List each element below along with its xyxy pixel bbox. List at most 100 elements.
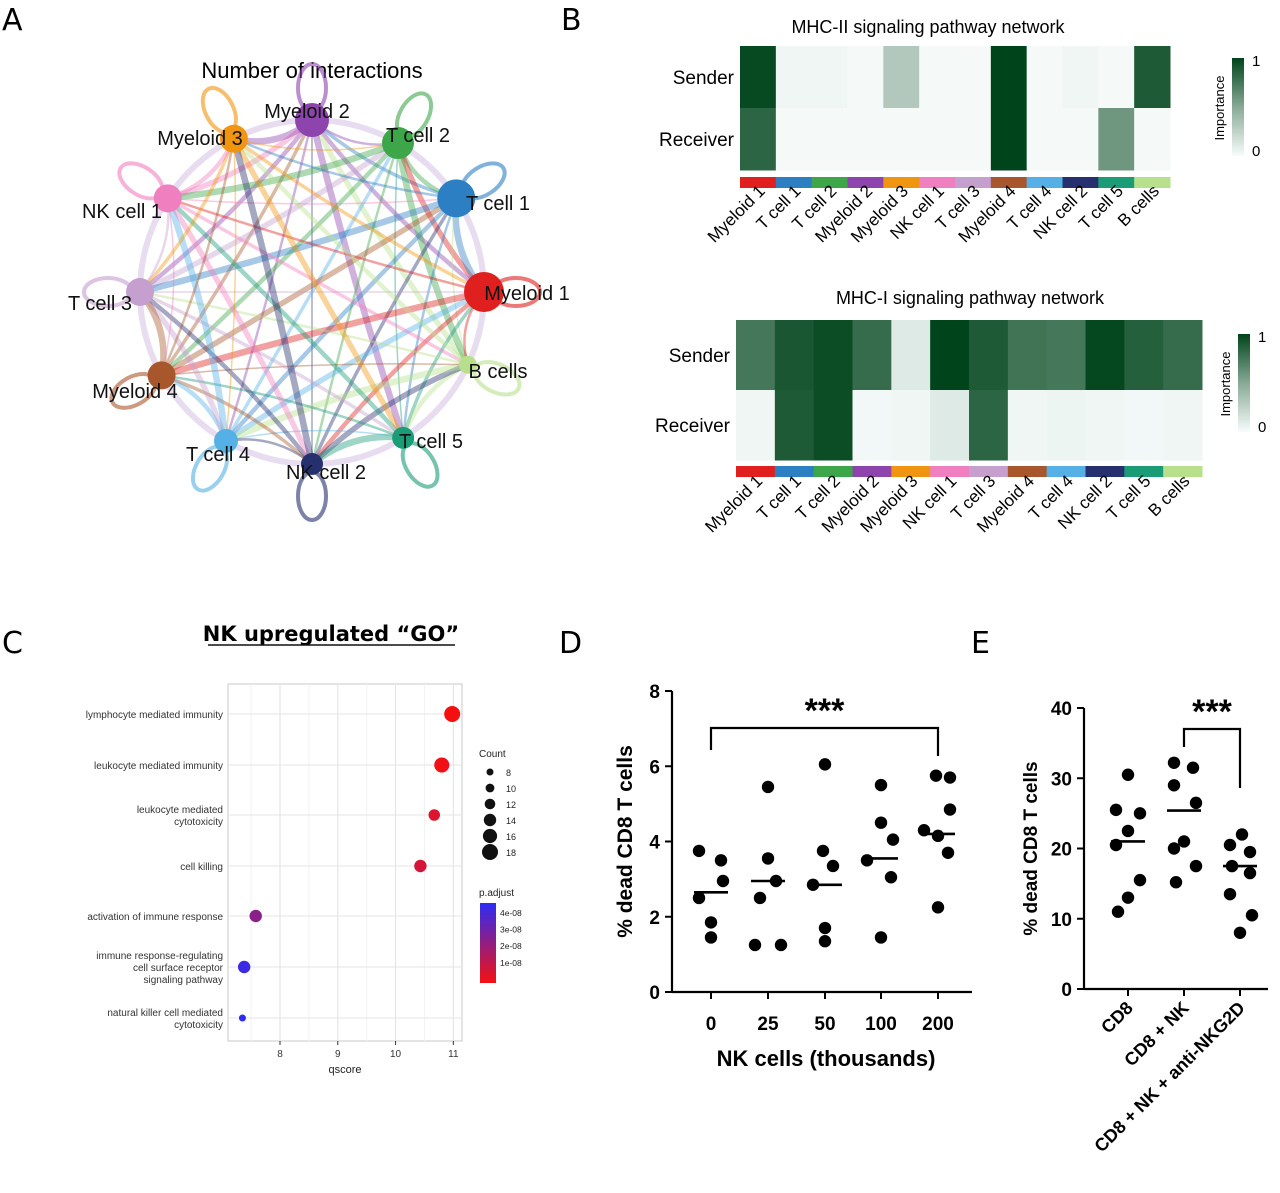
network-node	[301, 453, 323, 475]
network-node-label: T cell 4	[186, 444, 250, 466]
network-nodes: Myeloid 2 T cell 2 T cell 1 Myeloid 1 B cell…	[68, 62, 570, 522]
network-edge	[308, 119, 407, 439]
network-edge	[224, 361, 469, 444]
panel-a-network: Number of interactions Myeloid 2 T cell 2…	[68, 58, 570, 522]
heatmap-cell	[774, 320, 815, 391]
x-tick-label: 200	[922, 1014, 954, 1035]
size-legend-dot	[482, 828, 498, 844]
network-edge	[161, 374, 404, 440]
heatmap-cell	[1085, 320, 1125, 391]
network-edge	[138, 118, 314, 294]
network-edge	[160, 141, 400, 378]
heatmap-legend-min: 0	[1258, 419, 1266, 436]
heatmap-column-color	[775, 177, 813, 188]
network-edge	[164, 197, 230, 442]
network-node	[392, 426, 415, 449]
term-dot	[237, 960, 251, 974]
heatmap-cell	[1046, 320, 1086, 391]
network-edge	[166, 196, 405, 440]
x-tick-label: 10	[390, 1049, 402, 1060]
network-edge	[224, 289, 486, 444]
size-legend-label: 12	[506, 800, 516, 810]
heatmap-legend-bar	[1232, 58, 1244, 156]
heatmap-cell	[852, 390, 892, 461]
data-point	[943, 771, 957, 784]
heatmap-cell	[852, 320, 892, 391]
heatmap-cell	[736, 320, 776, 391]
heatmap-cell	[813, 320, 853, 391]
heatmap-column-color	[930, 466, 970, 477]
size-legend-dot	[482, 844, 498, 860]
network-edge	[401, 290, 486, 439]
data-point	[1186, 761, 1200, 774]
data-point	[874, 931, 888, 944]
dotplot-frame	[227, 683, 463, 1042]
heatmap-cell	[1085, 390, 1125, 461]
heatmap-column-color	[1026, 177, 1063, 188]
heatmap-cell	[883, 46, 920, 109]
network-node-label: NK cell 2	[286, 462, 366, 484]
panel-d-scatter: 0 2 4 6 8 % dead CD8 T cells 0 25 50 100 200 NK cel…	[614, 682, 972, 1071]
network-edges	[137, 117, 487, 467]
x-tick-label: 11	[448, 1049, 459, 1060]
heatmap-cell	[1007, 390, 1048, 461]
heatmap-cell	[775, 108, 813, 171]
heatmap-cell	[1098, 108, 1135, 171]
network-edge	[167, 197, 485, 294]
size-legend-label: 14	[506, 816, 516, 826]
heatmap-cell	[1134, 108, 1171, 171]
network-edge	[231, 137, 406, 440]
network-node	[214, 428, 238, 453]
heatmap-cell	[969, 390, 1009, 461]
data-point	[818, 935, 832, 948]
network-node-label: T cell 1	[466, 193, 530, 215]
data-point	[1133, 807, 1147, 820]
network-edge	[138, 140, 400, 295]
size-legend-label: 10	[506, 784, 516, 794]
network-node	[147, 361, 176, 390]
y-tick-label: 0	[1061, 980, 1072, 1001]
heatmap-column-color	[1098, 177, 1135, 188]
data-point	[761, 852, 775, 865]
heatmap-cell	[847, 108, 884, 171]
heatmap-column-color	[811, 177, 848, 188]
term-dot	[414, 859, 427, 873]
panel-c-dotplot: NK upregulated “GO” 8 9 10 11 qscore lymphocy…	[86, 622, 522, 1076]
network-node-label: Myeloid 3	[157, 128, 243, 150]
term-label: cell killing	[180, 862, 223, 873]
heatmap-column-color	[852, 466, 892, 477]
data-point	[818, 921, 832, 935]
dotplot: 8 9 10 11 qscore lymphocyte mediated immunity…	[86, 683, 522, 1076]
data-point	[1111, 905, 1125, 918]
heatmap-column-color	[1007, 466, 1048, 477]
heatmap-cell	[1062, 46, 1099, 109]
data-point	[941, 846, 955, 859]
heatmap-row-label: Receiver	[655, 416, 731, 437]
y-axis-label: % dead CD8 T cells	[614, 745, 637, 938]
heatmap-column-color	[774, 466, 815, 477]
y-tick-label: 8	[649, 682, 660, 703]
data-point	[1223, 887, 1237, 901]
data-point	[1121, 824, 1135, 838]
y-tick-label: 10	[1051, 910, 1072, 931]
data-point	[1243, 845, 1257, 859]
network-node	[437, 179, 476, 218]
network-edge	[166, 196, 469, 367]
heatmap-column-color	[740, 177, 777, 188]
heatmap-column-color	[847, 177, 884, 188]
heatmap-column-color	[1124, 466, 1164, 477]
heatmap-mhc2-title: MHC-II signaling pathway network	[791, 17, 1065, 37]
heatmap-cell	[1026, 108, 1063, 171]
network-edge	[310, 118, 486, 294]
term-label: leukocyte mediated immunity	[94, 761, 223, 772]
data-point	[761, 780, 775, 794]
heatmap-cell	[1124, 390, 1164, 461]
term-label: cytotoxicity	[174, 1020, 223, 1031]
network-edge	[310, 290, 486, 466]
y-tick-label: 6	[649, 757, 660, 778]
data-point	[886, 833, 900, 846]
y-tick-label: 20	[1051, 840, 1072, 861]
data-point	[943, 803, 957, 816]
network-node-label: T cell 5	[399, 431, 463, 453]
